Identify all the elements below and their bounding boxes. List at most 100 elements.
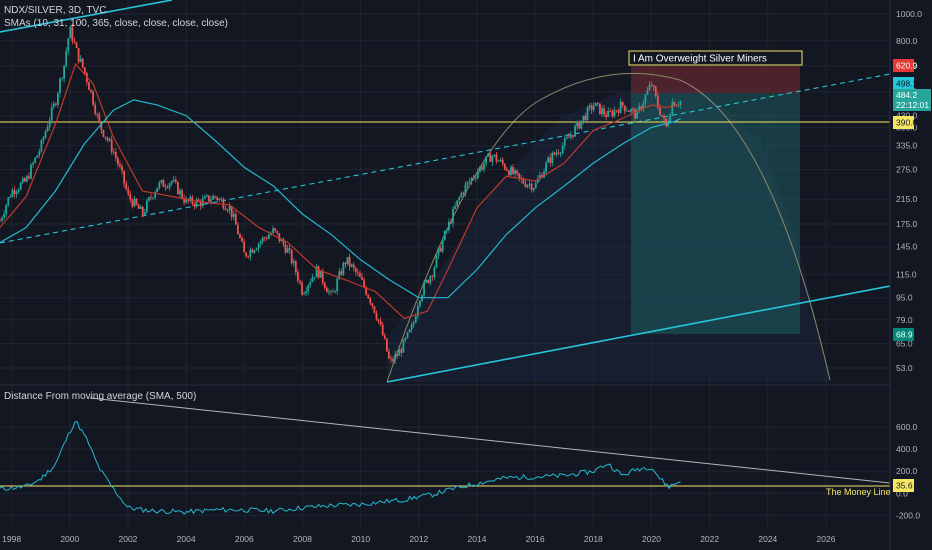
oscillator-trendline[interactable]	[89, 397, 891, 484]
candle-body	[404, 337, 407, 340]
candle-body	[644, 94, 647, 104]
candle-body	[385, 338, 388, 352]
candle-body	[243, 241, 246, 253]
candle-body	[92, 91, 94, 105]
oscillator-legend[interactable]: Distance From moving average (SMA, 500)	[4, 391, 197, 402]
oscillator-tick-label: 400.0	[896, 444, 918, 454]
candle-body	[158, 182, 161, 188]
dashed-trendline[interactable]	[0, 73, 891, 244]
candle-body	[282, 239, 285, 245]
candle-body	[46, 127, 49, 132]
candle-body	[328, 291, 330, 293]
axis-labels: 1000.0800.0650.0525.0430.0390.0335.0275.…	[2, 9, 922, 544]
candle-body	[447, 221, 450, 231]
price-tick-label: 53.0	[896, 363, 913, 373]
candle-body	[307, 285, 310, 292]
candle-body	[112, 151, 115, 153]
sma-100-line[interactable]	[0, 62, 681, 320]
candle-body	[325, 287, 328, 293]
candle-body	[278, 233, 281, 242]
candle-body	[431, 276, 434, 277]
candle-body	[499, 159, 502, 161]
candle-body	[379, 321, 382, 325]
candle-body	[356, 272, 359, 274]
candle-body	[623, 105, 626, 111]
candle-body	[412, 322, 415, 326]
candle-body	[38, 151, 41, 156]
candle-body	[185, 198, 188, 203]
oscillator-line[interactable]	[0, 421, 681, 515]
candle-body	[596, 102, 599, 104]
candle-body	[117, 158, 119, 165]
sma-legend[interactable]: SMAs (10, 31, 100, 365, close, close, cl…	[4, 18, 228, 29]
candle-body	[611, 111, 614, 117]
candle-body	[514, 170, 516, 174]
price-tick-label: 95.0	[896, 293, 913, 303]
candle-body	[71, 26, 74, 42]
candle-body	[354, 267, 357, 273]
idea-label: I Am Overweight Silver Miners	[633, 54, 767, 65]
profit-target-zone[interactable]	[631, 93, 800, 334]
candle-body	[156, 187, 159, 193]
candle-body	[57, 93, 59, 105]
candle-body	[574, 126, 576, 137]
candle-body	[543, 171, 545, 178]
price-tick-label: 115.0	[896, 270, 917, 280]
candle-body	[220, 198, 223, 200]
candle-body	[251, 249, 254, 253]
symbol-header[interactable]: NDX/SILVER, 3D, TVC	[4, 5, 107, 16]
idea-label-box[interactable]	[628, 50, 803, 66]
candle-body	[332, 291, 334, 293]
candle-body	[342, 262, 345, 275]
candle-body	[603, 108, 605, 115]
time-tick-label: 2000	[60, 534, 79, 544]
candle-body	[476, 171, 479, 178]
candle-body	[42, 137, 45, 141]
price-tick-label: 215.0	[896, 194, 918, 204]
candle-body	[443, 230, 446, 241]
candle-body	[294, 261, 297, 273]
candle-body	[69, 26, 72, 39]
parabolic-arc[interactable]	[386, 72, 831, 383]
candle-body	[228, 205, 231, 211]
candle-body	[615, 110, 618, 111]
candle-body	[452, 208, 454, 224]
candle-body	[131, 199, 134, 207]
time-tick-label: 2022	[700, 534, 719, 544]
series-layer	[0, 23, 682, 515]
candle-body	[323, 282, 326, 288]
candle-body	[388, 351, 390, 359]
candle-body	[665, 118, 668, 127]
candle-body	[193, 203, 196, 207]
sma-365-line[interactable]	[0, 99, 681, 299]
candle-body	[497, 160, 500, 162]
candle-body	[561, 145, 564, 153]
candle-body	[377, 319, 380, 322]
upper-trendline[interactable]	[0, 0, 173, 33]
candle-body	[650, 84, 653, 86]
candle-body	[259, 241, 262, 244]
candle-body	[408, 329, 411, 333]
candle-body	[507, 170, 510, 176]
candle-body	[518, 173, 521, 178]
candle-body	[549, 157, 552, 163]
lower-trendline[interactable]	[386, 285, 891, 383]
stop-loss-zone[interactable]	[631, 66, 800, 93]
candle-body	[414, 316, 417, 323]
candle-body	[119, 164, 121, 167]
candle-body	[224, 208, 227, 210]
candle-body	[609, 110, 612, 112]
candle-body	[578, 121, 581, 129]
candle-body	[553, 152, 556, 155]
candle-body	[570, 134, 572, 138]
candle-body	[671, 102, 674, 115]
candle-body	[539, 175, 541, 179]
candle-body	[439, 247, 442, 252]
price-tick-label: 145.0	[896, 242, 918, 252]
candle-body	[313, 277, 316, 278]
candle-body	[245, 252, 248, 257]
candle-body	[317, 266, 320, 278]
candle-body	[594, 102, 597, 106]
candle-body	[247, 256, 250, 258]
